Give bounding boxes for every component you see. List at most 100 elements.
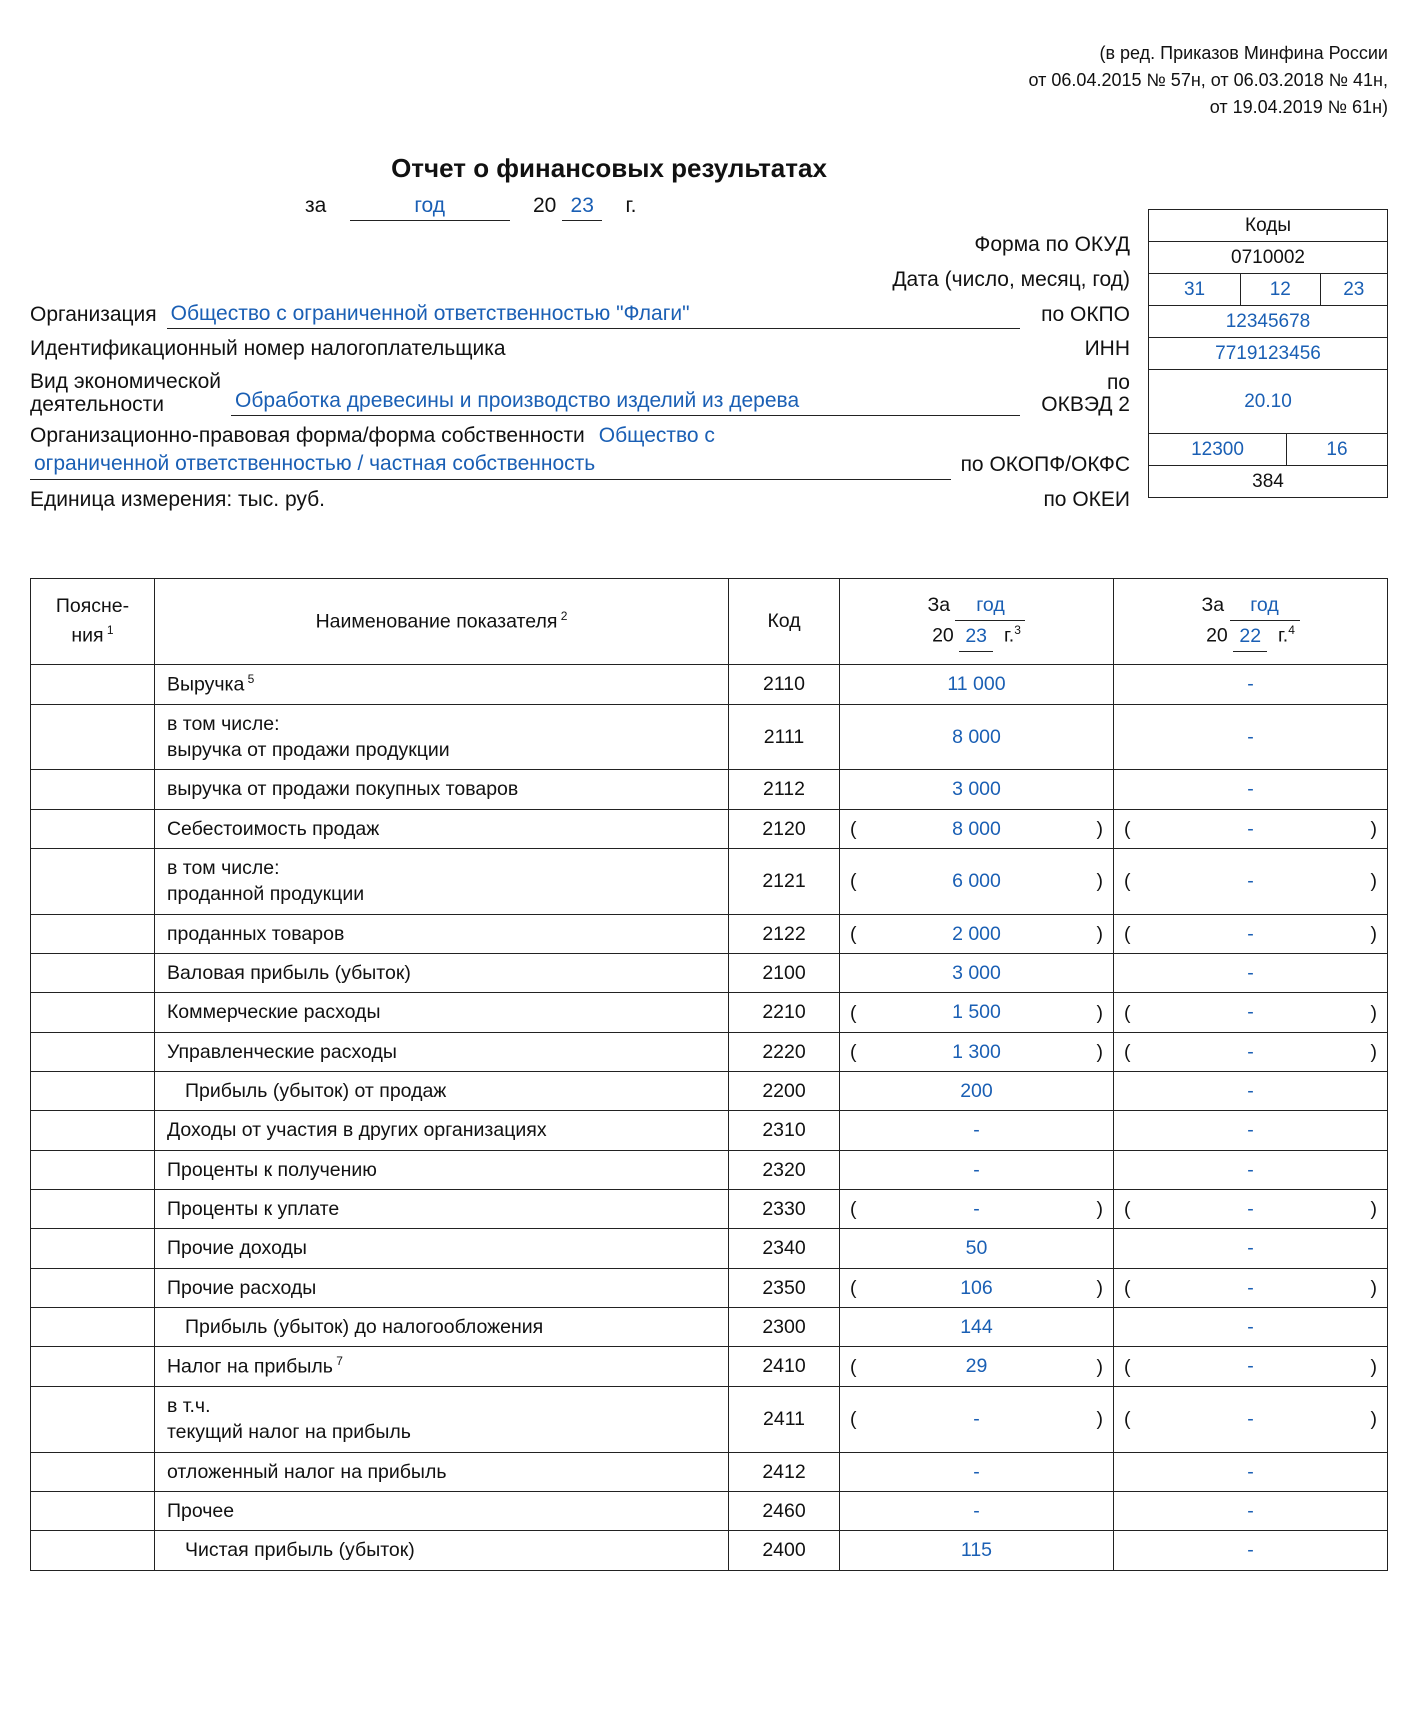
indicator-name: Выручка 5 [154,665,728,705]
date-day: 31 [1149,274,1241,306]
value-cell: (-) [1113,809,1387,848]
indicator-name: Налог на прибыль 7 [154,1347,728,1387]
table-row: Прочее2460-- [31,1491,1388,1530]
explanation-cell [31,1268,155,1307]
explanation-cell [31,665,155,705]
table-row: Проценты к получению2320-- [31,1150,1388,1189]
indicator-name: проданных товаров [154,914,728,953]
activity-label: Вид экономической деятельности [30,370,221,416]
okei-value: 384 [1149,466,1388,498]
value-cell: (1 300) [839,1032,1113,1071]
explanation-cell [31,1531,155,1570]
line-code: 2400 [729,1531,840,1570]
okved-value: 20.10 [1149,370,1388,434]
org-label: Организация [30,301,157,329]
value-cell: - [1113,1150,1387,1189]
line-code: 2220 [729,1032,840,1071]
value-cell: - [1113,1111,1387,1150]
line-code: 2110 [729,665,840,705]
value-cell: - [1113,1229,1387,1268]
okpo-tag: по ОКПО [1030,301,1130,329]
col-indicator: Наименование показателя 2 [154,579,728,665]
explanation-cell [31,1491,155,1530]
indicator-name: Доходы от участия в других организациях [154,1111,728,1150]
table-row: отложенный налог на прибыль2412-- [31,1452,1388,1491]
inn-value: 7719123456 [1149,338,1388,370]
value-cell: - [839,1452,1113,1491]
label-date: Дата (число, месяц, год) [30,266,1130,294]
note-line1: (в ред. Приказов Минфина России [1099,43,1388,63]
table-row: Выручка 5211011 000- [31,665,1388,705]
value-cell: 115 [839,1531,1113,1570]
value-cell: (2 000) [839,914,1113,953]
explanation-cell [31,954,155,993]
value-cell: (-) [1113,1032,1387,1071]
explanation-cell [31,704,155,770]
table-row: Чистая прибыль (убыток)2400115- [31,1531,1388,1570]
value-cell: - [1113,1531,1387,1570]
org-value: Общество с ограниченной ответственностью… [167,300,1020,329]
explanation-cell [31,914,155,953]
note-line2: от 06.04.2015 № 57н, от 06.03.2018 № 41н… [1029,70,1388,90]
col-explanations: Поясне- ния 1 [31,579,155,665]
table-row: Управленческие расходы2220(1 300)(-) [31,1032,1388,1071]
indicator-name: Прочее [154,1491,728,1530]
value-cell: - [1113,1071,1387,1110]
value-cell: - [1113,770,1387,809]
table-row: Доходы от участия в других организациях2… [31,1111,1388,1150]
line-code: 2121 [729,849,840,915]
table-row: в т.ч. текущий налог на прибыль2411(-)(-… [31,1386,1388,1452]
table-row: Налог на прибыль 72410(29)(-) [31,1347,1388,1387]
col-current: За год 20 23 г.3 [839,579,1113,665]
date-year: 23 [1320,274,1387,306]
value-cell: - [1113,1452,1387,1491]
explanation-cell [31,993,155,1032]
line-code: 2310 [729,1111,840,1150]
value-cell: 11 000 [839,665,1113,705]
line-code: 2460 [729,1491,840,1530]
value-cell: (-) [1113,849,1387,915]
amendment-note: (в ред. Приказов Минфина России от 06.04… [30,40,1388,121]
value-cell: 3 000 [839,954,1113,993]
line-code: 2410 [729,1347,840,1387]
table-row: Прибыль (убыток) до налогообложения23001… [31,1307,1388,1346]
note-line3: от 19.04.2019 № 61н) [1210,97,1388,117]
line-code: 2412 [729,1452,840,1491]
opf-value1: Общество с [595,422,1130,450]
value-cell: (29) [839,1347,1113,1387]
okfs-value: 16 [1286,434,1387,466]
indicator-name: в том числе: проданной продукции [154,849,728,915]
value-cell: (-) [839,1189,1113,1228]
value-cell: - [839,1150,1113,1189]
indicator-name: отложенный налог на прибыль [154,1452,728,1491]
value-cell: - [1113,665,1387,705]
explanation-cell [31,1452,155,1491]
okei-tag: по ОКЕИ [1030,486,1130,514]
table-row: в том числе: проданной продукции2121(6 0… [31,849,1388,915]
opf-label: Организационно-правовая форма/форма собс… [30,422,585,450]
line-code: 2120 [729,809,840,848]
table-row: в том числе: выручка от продажи продукци… [31,704,1388,770]
table-row: выручка от продажи покупных товаров21123… [31,770,1388,809]
indicator-name: Чистая прибыль (убыток) [154,1531,728,1570]
explanation-cell [31,1150,155,1189]
value-cell: - [1113,954,1387,993]
unit-label: Единица измерения: тыс. руб. [30,486,1020,514]
line-code: 2330 [729,1189,840,1228]
opf-value2: ограниченной ответственностью / частная … [30,450,951,479]
value-cell: (-) [1113,914,1387,953]
table-row: Валовая прибыль (убыток)21003 000- [31,954,1388,993]
label-okud: Форма по ОКУД [30,231,1130,259]
okopf-value: 12300 [1149,434,1287,466]
okud-value: 0710002 [1149,242,1388,274]
value-cell: (-) [1113,1189,1387,1228]
indicator-name: выручка от продажи покупных товаров [154,770,728,809]
table-row: проданных товаров2122(2 000)(-) [31,914,1388,953]
value-cell: - [1113,704,1387,770]
line-code: 2112 [729,770,840,809]
value-cell: 3 000 [839,770,1113,809]
okved-tag: по ОКВЭД 2 [1030,372,1130,416]
value-cell: 200 [839,1071,1113,1110]
codes-header: Коды [1149,210,1388,242]
value-cell: (8 000) [839,809,1113,848]
